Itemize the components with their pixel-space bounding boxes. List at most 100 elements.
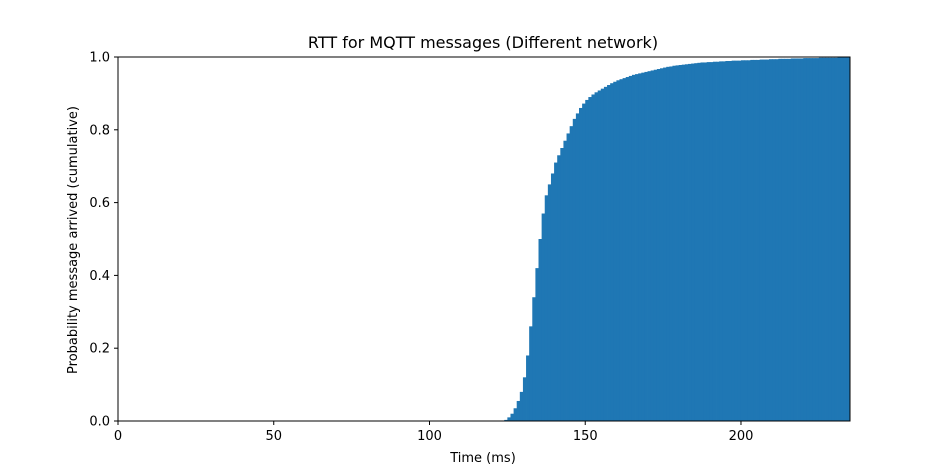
histogram-bar [725, 61, 729, 422]
histogram-bar [507, 417, 511, 421]
histogram-bar [784, 58, 789, 421]
histogram-bar [538, 239, 543, 421]
histogram-bar [846, 57, 851, 421]
histogram-bar [709, 62, 714, 421]
histogram-bar [691, 63, 695, 421]
histogram-bar [719, 61, 723, 421]
chart-title: RTT for MQTT messages (Different network… [308, 33, 658, 52]
histogram-bar [716, 61, 720, 422]
y-tick-label: 1.0 [89, 51, 110, 66]
histogram-bar [644, 71, 648, 421]
histogram-bar [803, 58, 807, 421]
histogram-bar [575, 113, 580, 422]
y-tick-label: 0.4 [89, 269, 110, 284]
histogram-bar [831, 57, 835, 422]
histogram-bar [834, 57, 838, 422]
histogram-bar [772, 59, 776, 422]
histogram-bar [554, 162, 558, 421]
histogram-bar [579, 107, 583, 422]
histogram-bar [613, 81, 617, 421]
histogram-bar [547, 184, 552, 421]
histogram-bar [828, 57, 832, 422]
histogram-bar [781, 58, 785, 421]
histogram-bar [631, 74, 636, 421]
histogram-bar [800, 58, 804, 422]
histogram-bar [806, 58, 810, 421]
histogram-bar [712, 61, 717, 422]
histogram-bar [669, 66, 673, 422]
histogram-bar [837, 57, 842, 421]
histogram-bar [519, 391, 524, 421]
histogram-bar [666, 66, 670, 421]
histogram-bar [653, 69, 658, 422]
bars-group [504, 57, 851, 422]
histogram-bar [641, 72, 645, 421]
histogram-bar [821, 57, 826, 422]
histogram-bar [600, 88, 605, 421]
histogram-bar [663, 67, 667, 421]
histogram-bar [681, 64, 686, 422]
histogram-bar [504, 419, 508, 421]
histogram-bar [790, 58, 795, 422]
y-axis-label: Probability message arrived (cumulative) [66, 106, 81, 374]
histogram-bar [750, 59, 754, 422]
histogram-bar [597, 90, 602, 421]
histogram-bar [588, 97, 592, 421]
histogram-bar [625, 77, 630, 422]
histogram-bar [569, 126, 574, 421]
y-tick-label: 0.0 [89, 415, 110, 430]
histogram-bar [688, 63, 692, 421]
histogram-bar [756, 59, 761, 422]
x-axis-label: Time (ms) [449, 451, 516, 466]
histogram-bar [647, 71, 652, 422]
histogram-bar [544, 195, 549, 421]
histogram-bar [775, 59, 779, 422]
histogram-bar [700, 62, 704, 422]
histogram-bar [769, 59, 773, 422]
histogram-bar [557, 155, 561, 421]
histogram-bar [566, 133, 571, 421]
histogram-bar [650, 70, 655, 421]
histogram-bar [812, 58, 817, 421]
histogram-bar [734, 60, 739, 421]
histogram-bar [610, 83, 614, 421]
histogram-bar [740, 60, 745, 421]
y-tick-label: 0.2 [89, 342, 110, 357]
histogram-bar [818, 57, 823, 422]
histogram-bar [535, 268, 539, 421]
histogram-bar [815, 58, 820, 421]
plot-frame [117, 56, 851, 422]
histogram-bar [762, 59, 767, 421]
histogram-bar [572, 118, 577, 421]
histogram-bar [638, 73, 642, 421]
histogram-bar [659, 68, 664, 421]
histogram-bar [619, 79, 624, 421]
histogram-bar [744, 60, 748, 421]
histogram-bar [522, 377, 527, 421]
histogram-bar [797, 58, 801, 422]
histogram-bar [747, 60, 751, 421]
histogram-bar [697, 62, 701, 421]
x-tick-label: 150 [573, 429, 598, 444]
x-tick-label: 200 [729, 429, 754, 444]
histogram-bar [607, 85, 611, 421]
y-axis: 0.0 0.2 0.4 0.6 0.8 1.0 [89, 51, 118, 430]
histogram-bar [793, 58, 798, 422]
histogram-bar [532, 297, 536, 421]
histogram-bar [585, 99, 589, 422]
histogram-bar [594, 92, 599, 422]
histogram-bar [722, 61, 726, 421]
histogram-bar [526, 355, 530, 421]
histogram-bar [582, 103, 586, 421]
histogram-bar [560, 148, 564, 421]
histogram-bar [541, 213, 546, 421]
histogram-bar [603, 86, 608, 422]
histogram-bar [563, 140, 567, 421]
histogram-bar [656, 69, 661, 422]
y-tick-label: 0.6 [89, 196, 110, 211]
histogram-bar [706, 62, 711, 421]
histogram-bar [759, 59, 764, 421]
x-tick-label: 0 [114, 429, 122, 444]
histogram-bar [516, 400, 521, 421]
